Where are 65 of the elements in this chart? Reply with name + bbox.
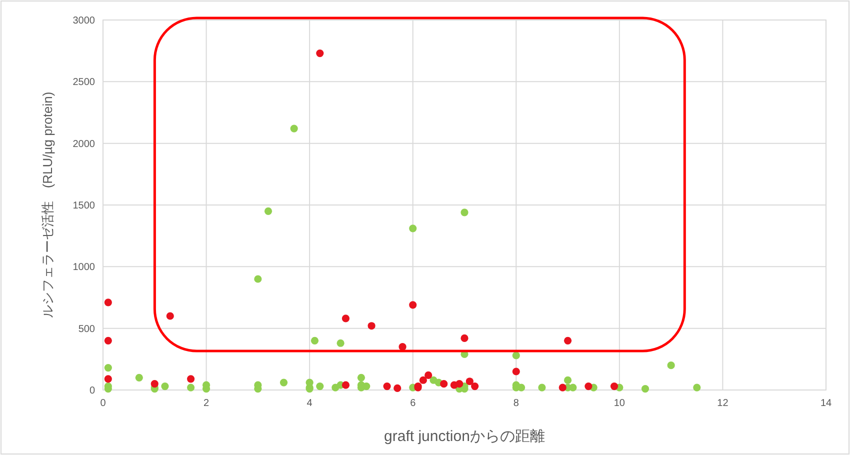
x-tick-label: 8 <box>513 398 520 409</box>
point <box>186 384 195 392</box>
point <box>538 384 546 392</box>
point <box>512 368 520 376</box>
point <box>512 352 520 360</box>
point <box>564 336 572 344</box>
y-tick-label: 3000 <box>72 16 96 26</box>
point <box>104 298 112 306</box>
point <box>342 314 350 322</box>
point <box>290 124 298 132</box>
point <box>342 381 350 389</box>
y-tick-label: 1000 <box>72 262 96 274</box>
x-tick-label: 14 <box>820 398 832 409</box>
point <box>368 322 376 330</box>
point <box>310 336 319 344</box>
y-tick-label: 1500 <box>72 200 96 212</box>
point <box>456 380 464 388</box>
point <box>104 375 112 383</box>
x-tick-label: 0 <box>100 398 106 409</box>
x-tick-label: 10 <box>614 398 626 409</box>
point <box>584 382 592 390</box>
point <box>316 382 324 390</box>
x-tick-label: 12 <box>717 398 729 409</box>
point <box>460 208 468 216</box>
point <box>166 312 174 320</box>
point <box>569 384 577 392</box>
y-tick-label: 2500 <box>72 77 96 88</box>
point <box>264 207 272 215</box>
point <box>280 378 288 386</box>
point <box>466 378 474 386</box>
point <box>409 224 417 232</box>
point <box>518 384 526 392</box>
point <box>409 301 417 309</box>
y-tick-label: 500 <box>78 324 96 335</box>
point <box>693 384 701 392</box>
point <box>471 382 479 390</box>
y-axis-title: ルシフェラーゼ活性 (RLU/µg protein) <box>40 92 55 318</box>
point <box>254 275 262 283</box>
point <box>135 374 143 382</box>
point <box>460 334 468 342</box>
y-tick-label: 0 <box>89 386 96 396</box>
x-axis-title: graft junctionからの距離 <box>384 428 545 445</box>
point <box>398 343 406 351</box>
point <box>610 382 618 390</box>
point <box>424 371 432 379</box>
x-tick-label: 2 <box>204 398 210 409</box>
point <box>394 384 402 392</box>
point <box>186 375 195 383</box>
point <box>104 336 112 344</box>
point <box>104 364 112 372</box>
point <box>161 382 169 390</box>
point <box>641 384 650 393</box>
point <box>558 384 566 392</box>
point <box>667 362 675 370</box>
point <box>564 376 572 384</box>
point <box>440 380 448 388</box>
point <box>316 50 324 58</box>
point <box>419 376 427 384</box>
point <box>357 374 366 382</box>
point <box>383 382 391 390</box>
x-tick-label: 6 <box>410 398 416 409</box>
x-tick-label: 4 <box>306 398 313 409</box>
y-tick-label: 2000 <box>72 138 96 150</box>
point <box>150 380 158 388</box>
point <box>336 339 344 347</box>
